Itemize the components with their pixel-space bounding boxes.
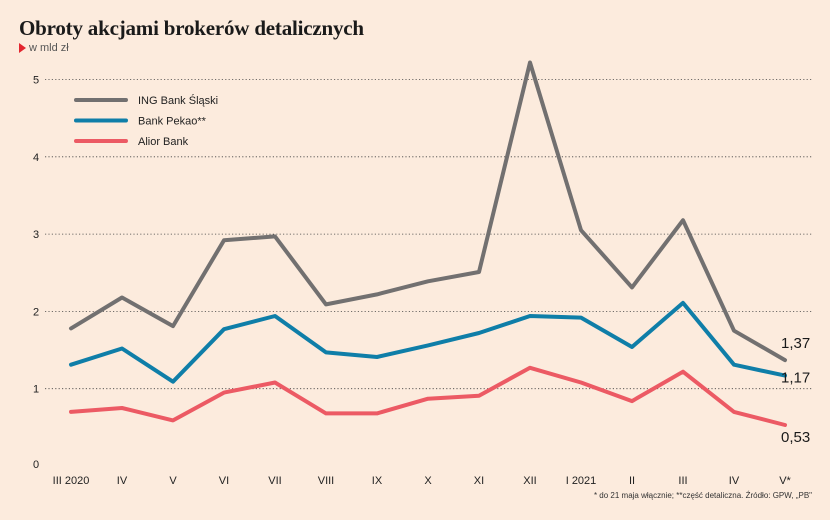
data-point bbox=[579, 381, 583, 385]
data-point bbox=[120, 347, 124, 351]
axes: 0 1 2 3 4 5 III 2020 IV V VI VII VIII IX X XI XII I 2021… bbox=[33, 75, 792, 488]
legend-label: ING Bank Śląski bbox=[138, 94, 218, 107]
unit-label: w mld zł bbox=[19, 42, 69, 54]
data-point bbox=[477, 394, 481, 398]
data-point bbox=[579, 316, 583, 320]
unit-label-text: w mld zł bbox=[29, 42, 69, 54]
data-point bbox=[681, 218, 685, 222]
x-tick-label: I 2021 bbox=[566, 475, 597, 487]
end-labels: 1,37 1,17 0,53 bbox=[781, 335, 810, 446]
data-point bbox=[426, 397, 430, 401]
x-tick-label: IV bbox=[117, 475, 128, 487]
x-tick-label: VII bbox=[268, 475, 281, 487]
data-point bbox=[222, 391, 226, 395]
data-point bbox=[630, 285, 634, 289]
data-point bbox=[528, 314, 532, 318]
data-point bbox=[171, 380, 175, 384]
data-point bbox=[120, 406, 124, 410]
x-tick-label: III 2020 bbox=[53, 475, 90, 487]
y-tick-label: 3 bbox=[33, 229, 39, 241]
data-point bbox=[69, 363, 73, 367]
data-point bbox=[171, 324, 175, 328]
y-tick-label: 1 bbox=[33, 384, 39, 396]
data-point bbox=[222, 327, 226, 331]
data-point bbox=[732, 363, 736, 367]
data-point bbox=[783, 358, 787, 362]
data-point bbox=[69, 326, 73, 330]
x-tick-label: X bbox=[424, 475, 432, 487]
y-tick-label: 0 bbox=[33, 459, 39, 471]
data-point bbox=[783, 423, 787, 427]
x-tick-label: III bbox=[678, 475, 687, 487]
data-point bbox=[273, 381, 277, 385]
data-point bbox=[375, 411, 379, 415]
x-tick-label: V* bbox=[779, 475, 791, 487]
data-point bbox=[324, 350, 328, 354]
x-tick-label: VIII bbox=[318, 475, 335, 487]
data-point bbox=[324, 411, 328, 415]
data-point bbox=[630, 399, 634, 403]
data-point bbox=[69, 410, 73, 414]
data-point bbox=[426, 279, 430, 283]
series-line bbox=[69, 60, 787, 363]
end-value-label: 1,17 bbox=[781, 370, 810, 387]
x-tick-label: II bbox=[629, 475, 635, 487]
data-point bbox=[324, 302, 328, 306]
end-value-label: 0,53 bbox=[781, 429, 810, 446]
data-point bbox=[120, 295, 124, 299]
data-point bbox=[375, 292, 379, 296]
series-line bbox=[69, 300, 787, 384]
data-point bbox=[630, 345, 634, 349]
source-footnote: * do 21 maja włącznie; **część detaliczn… bbox=[593, 491, 812, 500]
y-tick-label: 2 bbox=[33, 306, 39, 318]
data-point bbox=[273, 314, 277, 318]
series-line bbox=[69, 365, 787, 427]
data-point bbox=[477, 331, 481, 335]
legend-label: Bank Pekao** bbox=[138, 116, 207, 128]
x-tick-label: IV bbox=[729, 475, 740, 487]
data-point bbox=[681, 370, 685, 374]
data-point bbox=[579, 228, 583, 232]
data-point bbox=[222, 238, 226, 242]
data-point bbox=[477, 270, 481, 274]
data-point bbox=[528, 60, 532, 64]
end-value-label: 1,37 bbox=[781, 335, 810, 352]
chart-title: Obroty akcjami brokerów detalicznych bbox=[19, 16, 364, 40]
y-tick-label: 4 bbox=[33, 152, 39, 164]
y-tick-label: 5 bbox=[33, 75, 39, 87]
x-tick-label: VI bbox=[219, 475, 229, 487]
data-point bbox=[732, 410, 736, 414]
data-point bbox=[426, 343, 430, 347]
legend: ING Bank Śląski Bank Pekao** Alior Bank bbox=[74, 94, 218, 148]
series-lines bbox=[69, 60, 787, 427]
x-tick-label: XI bbox=[474, 475, 484, 487]
data-point bbox=[375, 355, 379, 359]
x-tick-label: XII bbox=[523, 475, 536, 487]
data-point bbox=[273, 234, 277, 238]
triangle-marker-icon bbox=[19, 43, 26, 53]
x-tick-label: V bbox=[169, 475, 177, 487]
legend-label: Alior Bank bbox=[138, 136, 189, 148]
data-point bbox=[732, 329, 736, 333]
data-point bbox=[681, 301, 685, 305]
x-tick-label: IX bbox=[372, 475, 383, 487]
data-point bbox=[528, 366, 532, 370]
data-point bbox=[171, 418, 175, 422]
